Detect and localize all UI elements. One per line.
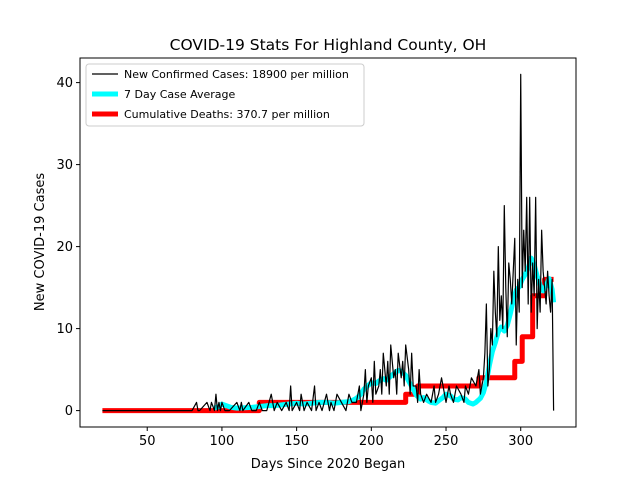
legend: New Confirmed Cases: 18900 per million 7 … — [85, 63, 365, 127]
y-tick-label: 40 — [56, 76, 73, 91]
x-tick-label: 150 — [284, 434, 309, 449]
axes: 50 100 150 200 250 300 0 10 20 30 40 — [56, 57, 577, 449]
x-tick-label: 300 — [508, 434, 533, 449]
series-line-1 — [102, 73, 555, 412]
legend-box — [85, 63, 365, 127]
chart-title: COVID-19 Stats For Highland County, OH — [170, 36, 487, 54]
x-tick-label: 100 — [210, 434, 235, 449]
series-line-3 — [102, 276, 554, 414]
y-tick-label: 20 — [56, 240, 73, 255]
y-tick-label: 0 — [65, 404, 73, 419]
y-tick-label: 10 — [56, 322, 73, 337]
axes-frame — [79, 57, 577, 428]
legend-label-1: New Confirmed Cases: 18900 per million — [124, 68, 349, 81]
y-tick-label: 30 — [56, 158, 73, 173]
x-tick-label: 200 — [359, 434, 384, 449]
legend-label-2: 7 Day Case Average — [124, 88, 236, 101]
x-axis-label: Days Since 2020 Began — [251, 457, 406, 472]
legend-label-3: Cumulative Deaths: 370.7 per million — [124, 108, 330, 121]
plot-area — [102, 73, 557, 414]
x-tick-label: 250 — [434, 434, 459, 449]
y-axis-label: New COVID-19 Cases — [33, 173, 48, 311]
x-tick-label: 50 — [139, 434, 156, 449]
